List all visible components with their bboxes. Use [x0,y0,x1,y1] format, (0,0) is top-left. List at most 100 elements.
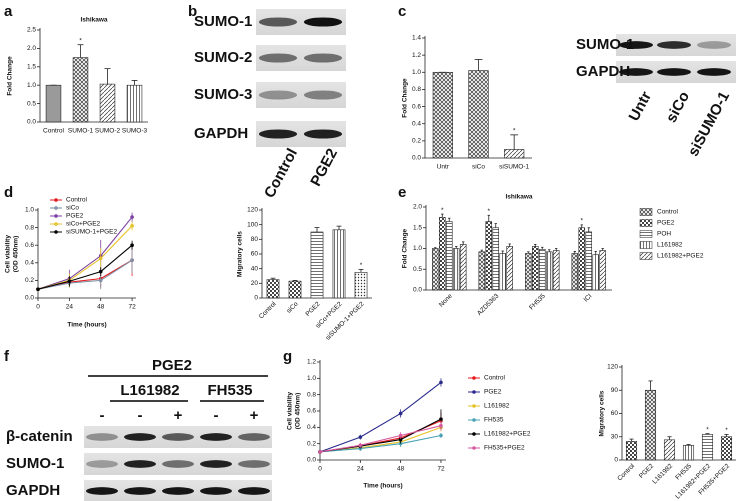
error-bar [104,68,111,85]
panel-letter: d [4,184,13,201]
y-tick-label: 0 [614,457,618,464]
error-bar [494,223,497,228]
y-tick-label: 60 [251,251,259,258]
legend-marker [472,418,476,422]
blot-band [200,487,232,495]
blot-lane-label: + [250,407,259,424]
blot-row-label: SUMO-1 [194,13,252,30]
blot-band [86,487,118,495]
significance-mark: * [706,426,709,433]
bar [126,84,143,123]
x-tick-label: 48 [97,304,105,311]
blot-row-label: SUMO-3 [194,86,252,103]
y-tick-label: 0.0 [307,457,316,464]
x-tick-label: siSUMO-1 [499,164,529,171]
bar [506,246,513,291]
bar [485,221,493,291]
blot-band [124,460,156,468]
blot-band [162,460,194,468]
error-bar [648,380,653,391]
blot-row-label: SUMO-1 [6,455,64,472]
error-bar [594,251,597,255]
blot-lane-label: - [100,407,105,424]
bar [585,231,593,291]
legend-label: FH535+PGE2 [484,445,525,452]
x-tick-label: SUMO-2 [95,128,121,135]
blot-band [124,433,156,441]
y-tick-label: 0.0 [25,295,34,302]
error-bar [270,277,276,280]
legend-marker [472,446,476,450]
legend-label: Control [484,375,506,382]
bar [720,436,733,461]
blot-band [258,17,298,27]
blot-lane-label: PGE2 [307,146,341,189]
x-tick-label: 0 [318,466,322,473]
error-bar [724,434,729,437]
bar [545,251,553,291]
bar [538,249,546,291]
error-bar [534,243,537,247]
bar [525,253,532,291]
significance-mark: * [513,128,516,135]
x-tick-label: SUMO-1 [68,128,94,135]
legend-label: L161982 [657,242,683,249]
bar [452,248,460,291]
bar [432,71,453,159]
point [439,417,443,421]
x-tick-label: PGE2 [304,300,321,317]
line [319,434,442,453]
bar [266,279,280,299]
panel-letter: g [283,348,292,365]
line [37,259,133,290]
error-bar [667,436,672,440]
error-bar [601,248,604,251]
error-bar [455,246,458,249]
y-axis-label: Cell viability [5,235,12,273]
bar [354,272,368,299]
significance-mark: * [581,218,584,225]
y-tick-label: 1.0 [25,207,34,214]
error-bar [314,227,320,232]
line [37,216,133,290]
y-axis-label: Migratory cells [599,390,606,436]
significance-mark: * [488,208,491,215]
error-bar [629,438,634,442]
blot-lane-label: - [138,407,143,424]
y-tick-label: 0.4 [307,424,316,431]
y-tick-label: 100 [247,221,258,228]
x-tick-label: Control [616,462,636,482]
line [319,381,442,453]
y-tick-label: 40 [251,265,259,272]
x-tick-label: None [438,292,454,308]
x-tick-label: L161982 [651,462,674,485]
legend-label: L161982+PGE2 [657,253,704,260]
line [319,418,442,453]
point [67,279,72,284]
legend-marker [472,432,476,436]
point [398,437,403,442]
y-tick-label: 1.0 [412,69,421,76]
legend-label: L161982+PGE2 [484,431,531,438]
blot-row-label: SUMO-1 [576,36,634,53]
y-tick-label: 1.4 [412,35,421,42]
blot-lane-label: Untr [626,89,656,124]
legend-label: siCo+PGE2 [66,221,101,228]
legend-label: siSUMO-1+PGE2 [66,229,117,236]
error-bar [441,213,444,218]
bar [478,251,486,291]
x-tick-label: Untr [437,164,450,171]
legend-marker [54,214,58,218]
blot-band [303,90,343,100]
x-tick-label: 72 [128,304,136,311]
bar [571,253,579,291]
blot-band [162,487,194,495]
x-tick-label: 72 [437,466,445,473]
error-bar [462,241,465,245]
line [37,244,133,290]
y-tick-label: 0.2 [412,138,421,145]
point [130,224,134,228]
line [319,425,442,453]
legend-label: siCo [66,205,79,212]
chart-title: Ishikawa [505,194,532,201]
